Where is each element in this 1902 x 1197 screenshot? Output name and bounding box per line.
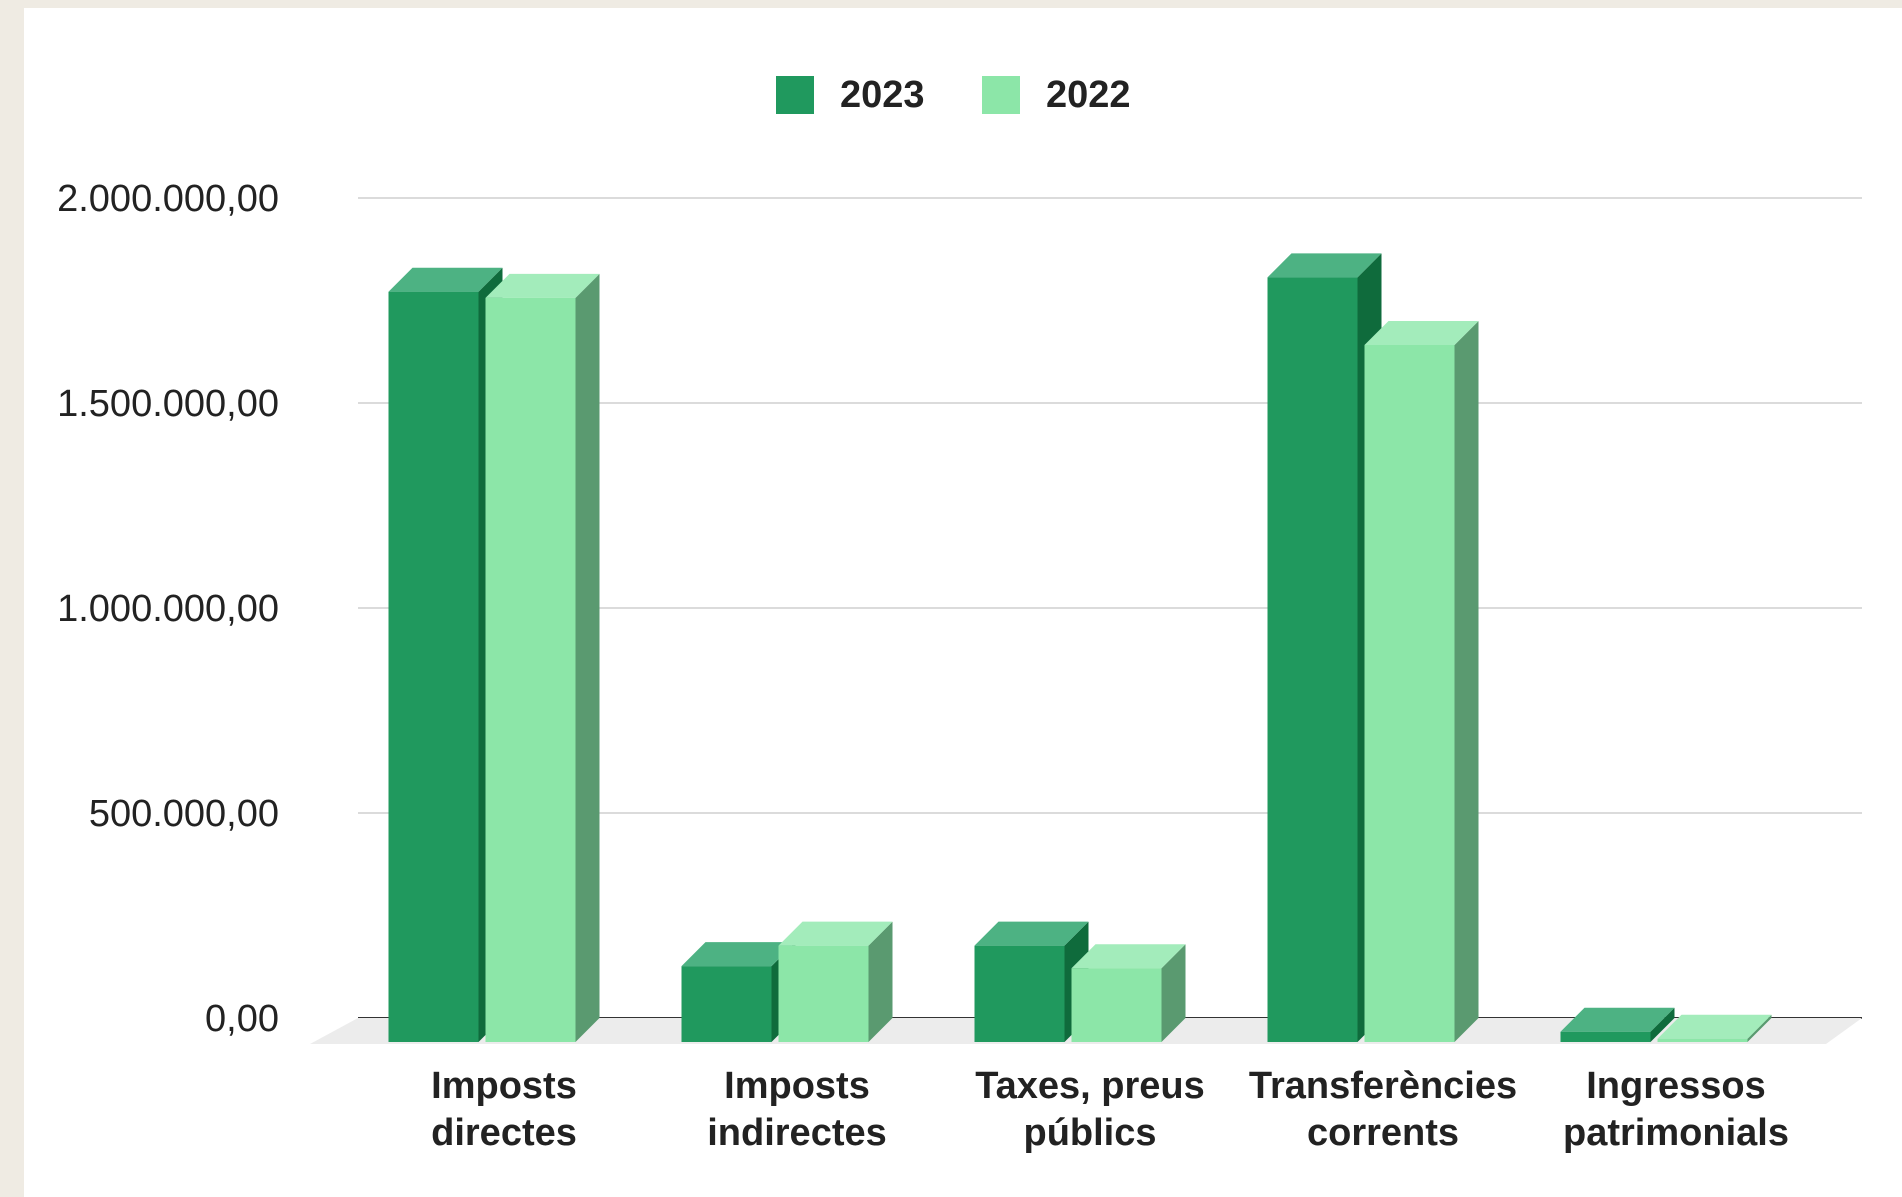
y-axis-ticks: 0,00 500.000,00 1.000.000,00 1.500.000,00 2.… — [57, 178, 279, 1040]
x-category-label: Imposts indirectes — [707, 1065, 887, 1154]
bar-2023-0 — [388, 267, 503, 1042]
bar-front — [1560, 1031, 1651, 1042]
bar-top — [1267, 253, 1382, 278]
bar-top — [1657, 1014, 1772, 1039]
bar-2022-0 — [485, 273, 600, 1043]
bar-side — [575, 273, 600, 1043]
bar-top — [974, 921, 1089, 946]
x-category-label-line: Ingressos — [1586, 1065, 1766, 1107]
legend-item-2022: 2022 — [982, 74, 1131, 116]
bar-top — [1071, 944, 1186, 969]
y-tick-label: 1.500.000,00 — [57, 383, 279, 425]
bar-top — [681, 942, 796, 967]
bar-front — [974, 945, 1065, 1042]
bar-2023-4 — [1560, 1007, 1675, 1042]
bar-2023-3 — [1267, 253, 1382, 1043]
x-category-label: Transferències corrents — [1249, 1065, 1517, 1154]
y-tick-label: 500.000,00 — [89, 793, 279, 835]
x-axis-labels: Imposts directes Imposts indirectes Taxes, p… — [431, 1065, 1789, 1154]
bar-side — [1161, 944, 1186, 1042]
y-tick-label: 2.000.000,00 — [57, 178, 279, 220]
x-category-label-line: corrents — [1307, 1112, 1459, 1154]
y-tick-label: 0,00 — [205, 998, 279, 1040]
x-category-label-line: indirectes — [707, 1112, 887, 1154]
legend-swatch — [982, 76, 1020, 114]
bar-2022-4 — [1657, 1014, 1772, 1042]
legend-swatch — [776, 76, 814, 114]
legend: 2023 2022 — [776, 74, 1131, 116]
x-category-label-line: Taxes, preus — [975, 1065, 1205, 1107]
bar-side — [1650, 1007, 1675, 1042]
chart-card: 0,00 500.000,00 1.000.000,00 1.500.000,00 2.… — [24, 8, 1902, 1197]
bar-2022-2 — [1071, 944, 1186, 1042]
bar-front — [1364, 345, 1455, 1042]
bar-side — [1747, 1014, 1772, 1042]
bar-front — [1267, 277, 1358, 1043]
bar-front — [778, 945, 869, 1042]
bar-front — [681, 966, 772, 1042]
legend-label: 2023 — [840, 74, 925, 116]
bar-front — [485, 297, 576, 1043]
bar-top — [1364, 321, 1479, 345]
x-category-label: Ingressos patrimonials — [1563, 1065, 1789, 1154]
legend-item-2023: 2023 — [776, 74, 925, 116]
y-tick-label: 1.000.000,00 — [57, 588, 279, 630]
bar-front — [1071, 968, 1162, 1042]
bar-2022-3 — [1364, 321, 1479, 1042]
bar-top — [1560, 1007, 1675, 1032]
x-category-label-line: directes — [431, 1112, 577, 1154]
bar-2023-2 — [974, 921, 1089, 1042]
x-category-label-line: Imposts — [431, 1065, 577, 1107]
legend-label: 2022 — [1046, 74, 1131, 116]
x-category-label-line: patrimonials — [1563, 1112, 1789, 1154]
x-category-label: Taxes, preus públics — [975, 1065, 1205, 1154]
bar-side — [1454, 321, 1479, 1042]
x-category-label-line: públics — [1023, 1112, 1156, 1154]
bar-top — [388, 267, 503, 292]
x-category-label-line: Imposts — [724, 1065, 870, 1107]
bar-side — [868, 921, 893, 1042]
bar-2023-1 — [681, 942, 796, 1042]
bar-front — [1657, 1038, 1748, 1042]
bar-2022-1 — [778, 921, 893, 1042]
bar-chart: 0,00 500.000,00 1.000.000,00 1.500.000,00 2.… — [57, 74, 1862, 1154]
bar-top — [778, 921, 893, 946]
x-category-label-line: Transferències — [1249, 1065, 1517, 1107]
x-category-label: Imposts directes — [431, 1065, 577, 1154]
bars — [388, 253, 1772, 1043]
bar-top — [485, 273, 600, 298]
bar-front — [388, 291, 479, 1042]
